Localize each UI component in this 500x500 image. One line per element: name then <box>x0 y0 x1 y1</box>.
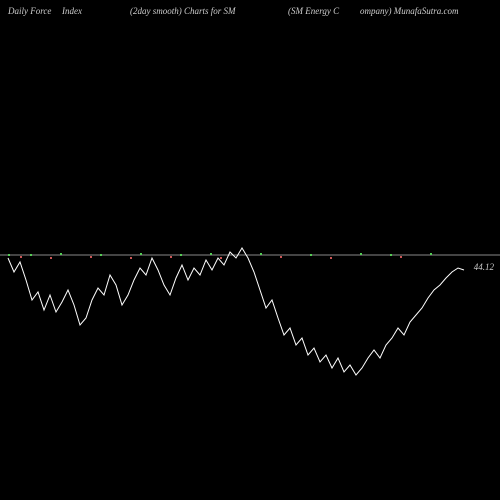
force-index-line <box>8 248 464 375</box>
force-index-chart <box>0 0 500 500</box>
down-markers <box>20 256 402 259</box>
current-value-label: 44.12 <box>474 262 494 272</box>
